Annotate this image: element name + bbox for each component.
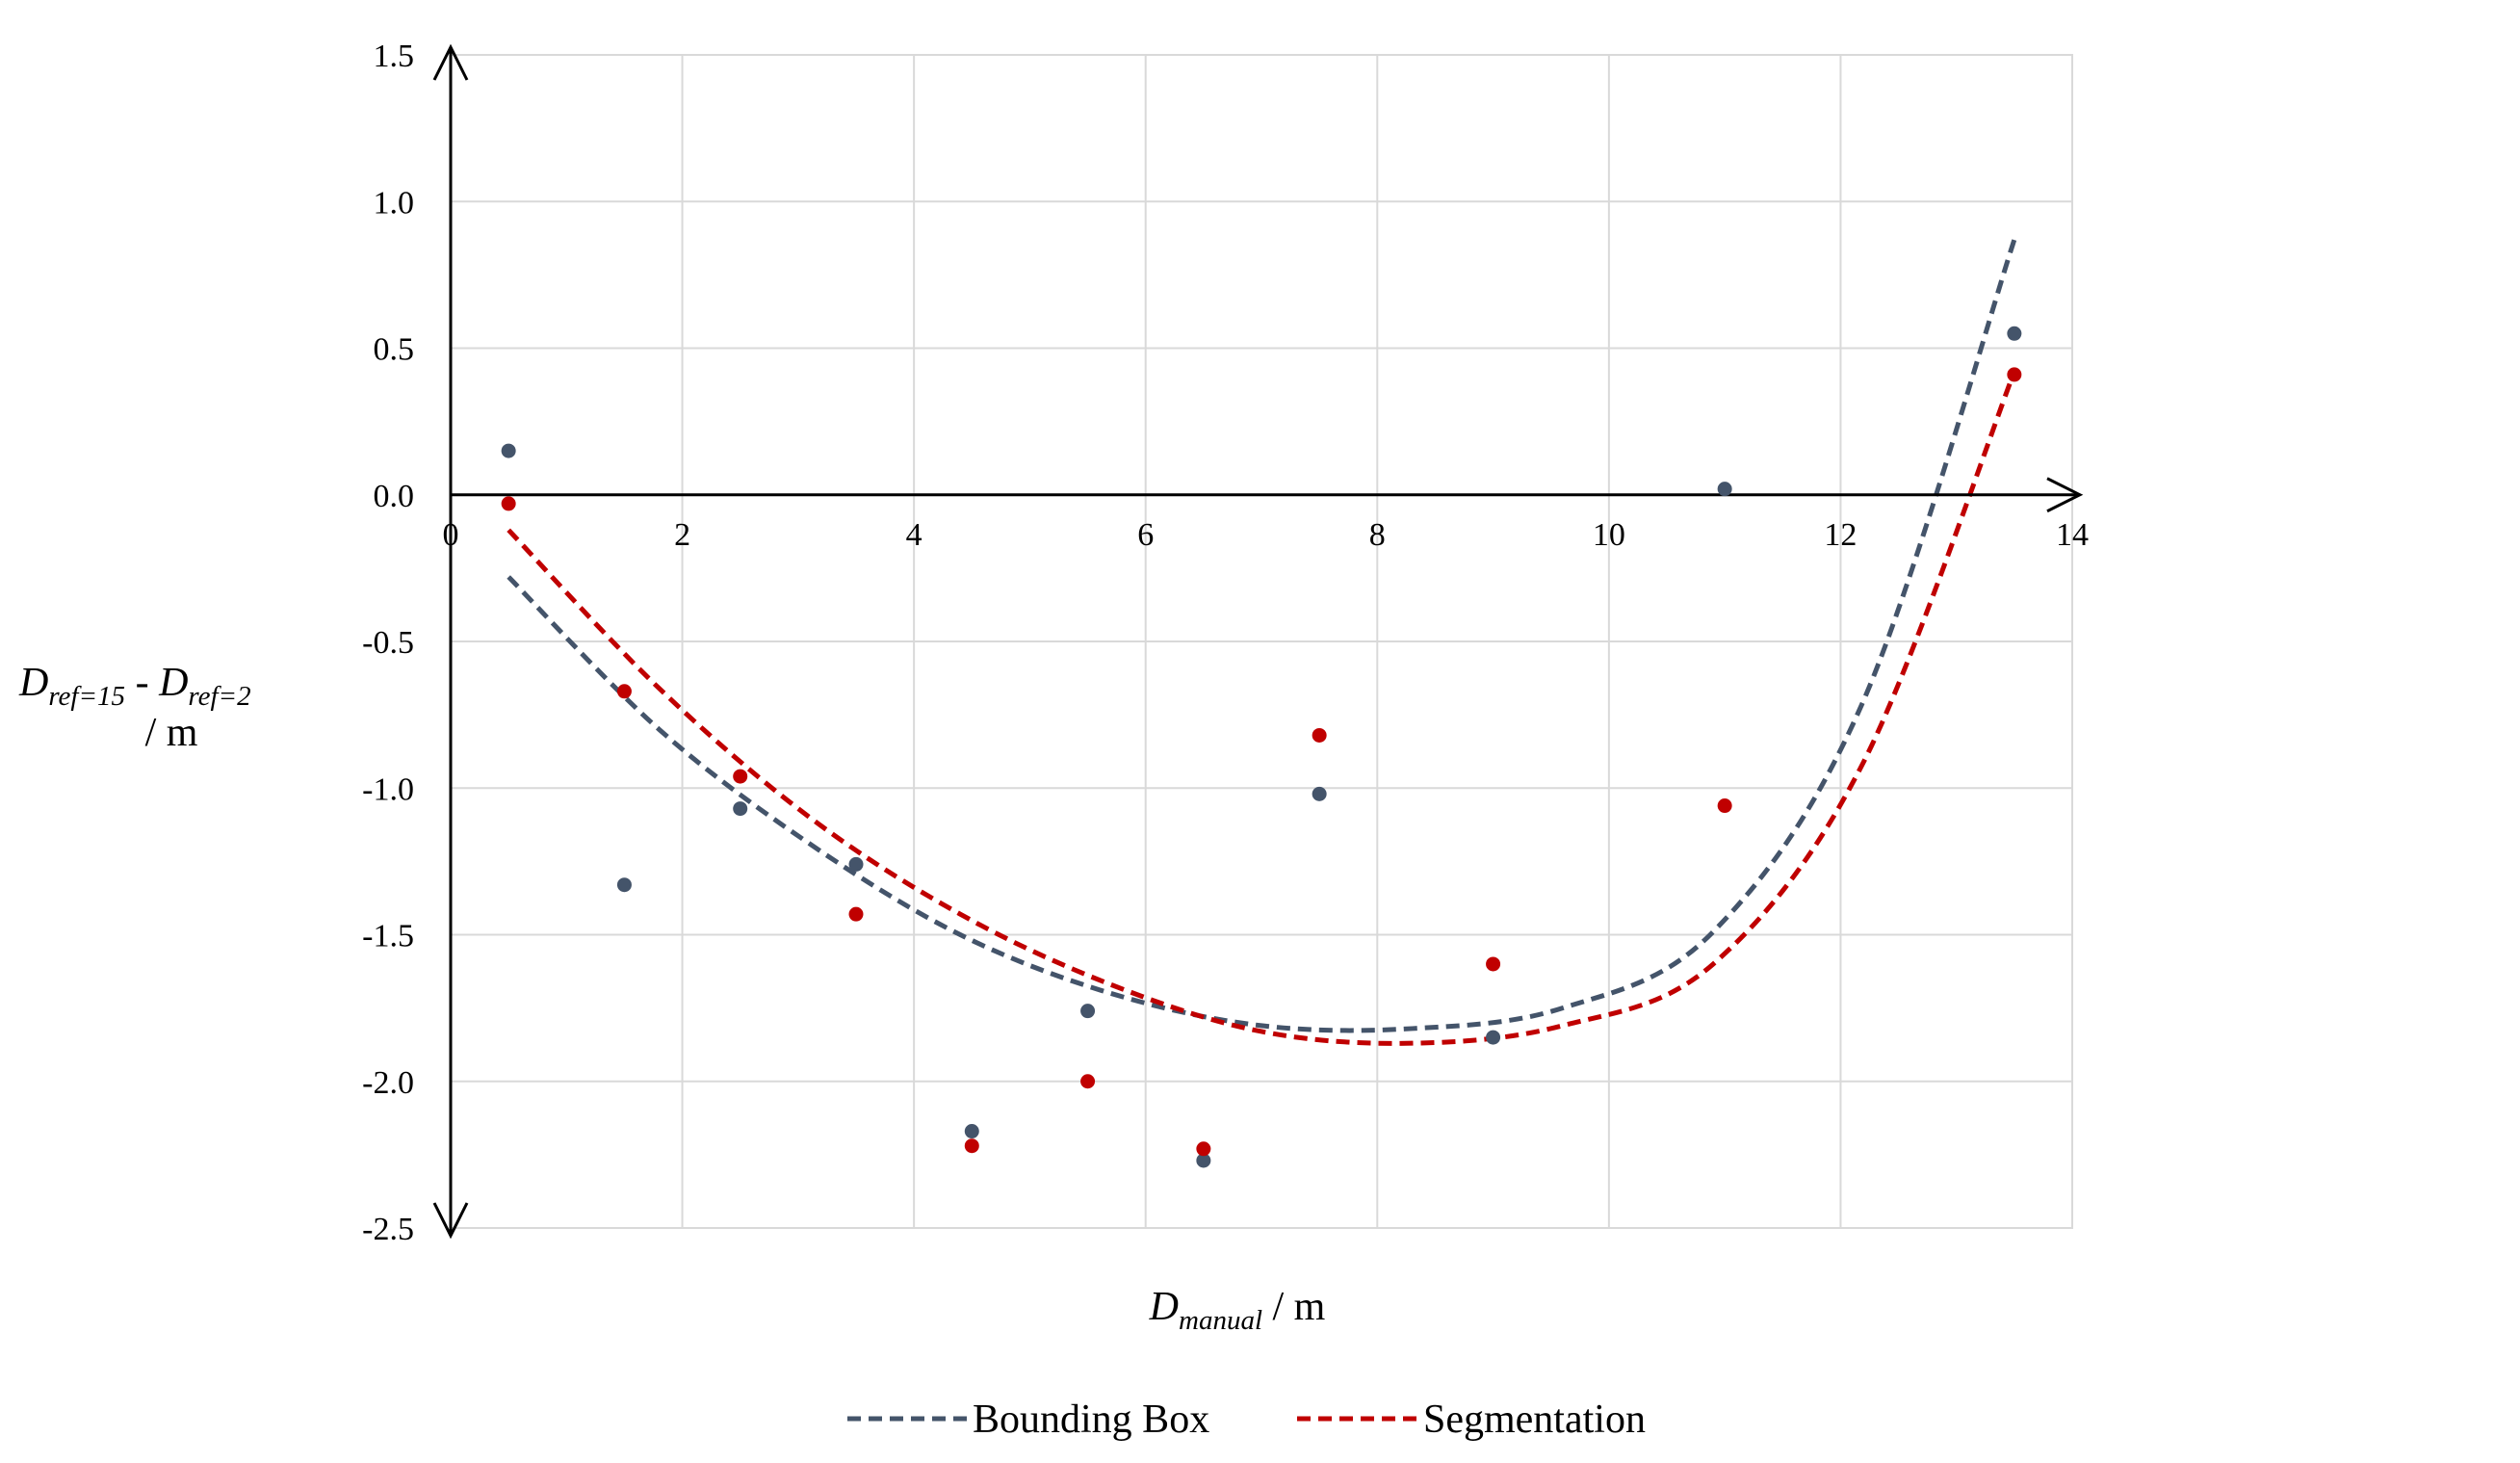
trend-lines (507, 239, 2017, 1046)
y-axis-arrow-top (432, 43, 469, 81)
x-tick-label: 8 (1369, 517, 1386, 553)
y-axis-title-d1: D (18, 661, 48, 705)
grid (450, 54, 2073, 1229)
y-tick-label: 0.0 (374, 479, 415, 514)
point-segmentation (1312, 727, 1327, 743)
trendline-segmentation (507, 370, 2017, 1046)
trendline-bounding-box (507, 239, 2017, 1033)
x-tick-label: 4 (906, 517, 922, 553)
legend-label-segmentation: Segmentation (1423, 1398, 1646, 1442)
point-segmentation (964, 1138, 979, 1154)
x-tick-label: 10 (1593, 517, 1625, 553)
y-axis-title-line1: Dref=15 - Dref=2 (18, 661, 251, 712)
y-tick-label: -0.5 (362, 625, 414, 661)
point-bounding-box (2007, 326, 2022, 341)
point-segmentation (501, 496, 516, 511)
point-segmentation (1080, 1074, 1096, 1089)
x-axis-title-d: D (1149, 1285, 1179, 1329)
axes (432, 43, 2084, 1240)
point-segmentation (733, 769, 748, 784)
y-tick-label: -1.5 (362, 919, 414, 954)
point-bounding-box (616, 877, 632, 893)
y-axis-title-line2: / m (145, 711, 198, 755)
point-bounding-box (1080, 1004, 1096, 1019)
point-bounding-box (1312, 786, 1327, 801)
y-axis-title-sep: - (125, 661, 159, 705)
point-segmentation (1196, 1141, 1211, 1157)
point-segmentation (1486, 956, 1501, 972)
x-axis-title-unit: / m (1262, 1285, 1326, 1329)
x-tick-label: 2 (674, 517, 690, 553)
x-tick-label: 0 (443, 517, 459, 553)
point-bounding-box (964, 1124, 979, 1139)
point-bounding-box (1486, 1030, 1501, 1045)
x-tick-label: 12 (1824, 517, 1857, 553)
legend: Bounding Box Segmentation (847, 1398, 1646, 1442)
x-axis-title-sub: manual (1179, 1305, 1262, 1336)
y-tick-label: -1.0 (362, 771, 414, 807)
point-bounding-box (1196, 1153, 1211, 1168)
x-axis-title: Dmanual / m (1149, 1285, 1326, 1336)
point-bounding-box (1717, 482, 1732, 497)
y-tick-label: 0.5 (374, 332, 415, 368)
y-tick-label: -2.5 (362, 1212, 414, 1247)
y-tick-label: 1.5 (374, 39, 415, 74)
y-axis-title-sub2: ref=2 (188, 681, 250, 712)
point-segmentation (2007, 367, 2022, 382)
x-axis-arrow (2046, 477, 2084, 513)
data-points (501, 326, 2022, 1168)
y-axis-title-sub1: ref=15 (48, 681, 125, 712)
point-segmentation (848, 906, 864, 922)
tick-labels: 0 2 4 6 8 10 12 14 -2.5 -2.0 -1.5 -1.0 -0.5 0.0 0.5 1.0… (362, 39, 2089, 1247)
point-segmentation (616, 684, 632, 699)
y-tick-label: 1.0 (374, 185, 415, 221)
x-tick-label: 14 (2056, 517, 2089, 553)
y-axis-title-d2: D (158, 661, 188, 705)
point-segmentation (1717, 798, 1732, 814)
point-bounding-box (848, 856, 864, 872)
point-bounding-box (501, 443, 516, 458)
y-axis-arrow-bottom (432, 1202, 469, 1240)
point-bounding-box (733, 801, 748, 817)
legend-label-bounding-box: Bounding Box (973, 1398, 1209, 1442)
y-tick-label: -2.0 (362, 1065, 414, 1101)
x-tick-label: 6 (1137, 517, 1154, 553)
